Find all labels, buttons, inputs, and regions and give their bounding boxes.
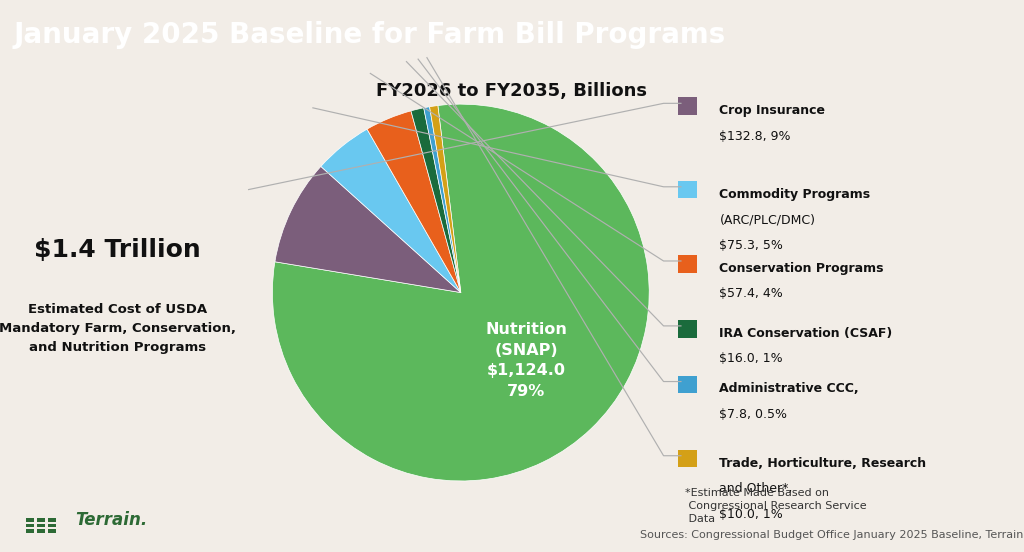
Wedge shape bbox=[274, 166, 461, 293]
Text: $16.0, 1%: $16.0, 1% bbox=[720, 352, 783, 365]
Text: January 2025 Baseline for Farm Bill Programs: January 2025 Baseline for Farm Bill Prog… bbox=[13, 21, 726, 49]
Bar bbox=[37, 529, 45, 533]
Text: and Other*,: and Other*, bbox=[720, 482, 793, 495]
Bar bbox=[48, 524, 56, 527]
Bar bbox=[37, 518, 45, 522]
Text: Estimated Cost of USDA
Mandatory Farm, Conservation,
and Nutrition Programs: Estimated Cost of USDA Mandatory Farm, C… bbox=[0, 302, 237, 353]
Text: $75.3, 5%: $75.3, 5% bbox=[720, 238, 783, 252]
Bar bbox=[678, 181, 697, 199]
Bar bbox=[678, 320, 697, 338]
Bar bbox=[26, 524, 34, 527]
Text: FY2026 to FY2035, Billions: FY2026 to FY2035, Billions bbox=[377, 82, 647, 100]
Text: Trade, Horticulture, Research: Trade, Horticulture, Research bbox=[720, 457, 927, 470]
Bar bbox=[678, 375, 697, 393]
Wedge shape bbox=[424, 107, 461, 293]
Bar bbox=[678, 450, 697, 468]
Wedge shape bbox=[272, 104, 649, 481]
Text: $57.4, 4%: $57.4, 4% bbox=[720, 288, 783, 300]
Text: $1.4 Trillion: $1.4 Trillion bbox=[35, 238, 201, 262]
Wedge shape bbox=[430, 105, 461, 293]
Wedge shape bbox=[367, 111, 461, 293]
Bar bbox=[48, 518, 56, 522]
Text: Sources: Congressional Budget Office January 2025 Baseline, Terrain: Sources: Congressional Budget Office Jan… bbox=[640, 530, 1023, 540]
Text: $7.8, 0.5%: $7.8, 0.5% bbox=[720, 408, 787, 421]
Bar bbox=[26, 518, 34, 522]
Text: Terrain.: Terrain. bbox=[75, 511, 147, 529]
Bar bbox=[48, 529, 56, 533]
Text: Conservation Programs: Conservation Programs bbox=[720, 262, 884, 275]
Text: IRA Conservation (CSAF): IRA Conservation (CSAF) bbox=[720, 327, 893, 340]
Text: $132.8, 9%: $132.8, 9% bbox=[720, 130, 791, 143]
Text: *Estimate Made Based on
 Congressional Research Service
 Data: *Estimate Made Based on Congressional Re… bbox=[685, 488, 866, 524]
Bar bbox=[678, 255, 697, 273]
Bar bbox=[678, 97, 697, 115]
Text: Nutrition
(SNAP)
$1,124.0
79%: Nutrition (SNAP) $1,124.0 79% bbox=[485, 322, 567, 399]
Wedge shape bbox=[321, 129, 461, 293]
Bar bbox=[37, 524, 45, 527]
Bar bbox=[26, 529, 34, 533]
Text: (ARC/PLC/DMC): (ARC/PLC/DMC) bbox=[720, 213, 815, 226]
Text: Commodity Programs: Commodity Programs bbox=[720, 188, 870, 201]
Text: Crop Insurance: Crop Insurance bbox=[720, 104, 825, 117]
Text: Administrative CCC,: Administrative CCC, bbox=[720, 383, 859, 395]
Wedge shape bbox=[411, 108, 461, 293]
Text: $10.0, 1%: $10.0, 1% bbox=[720, 508, 783, 521]
